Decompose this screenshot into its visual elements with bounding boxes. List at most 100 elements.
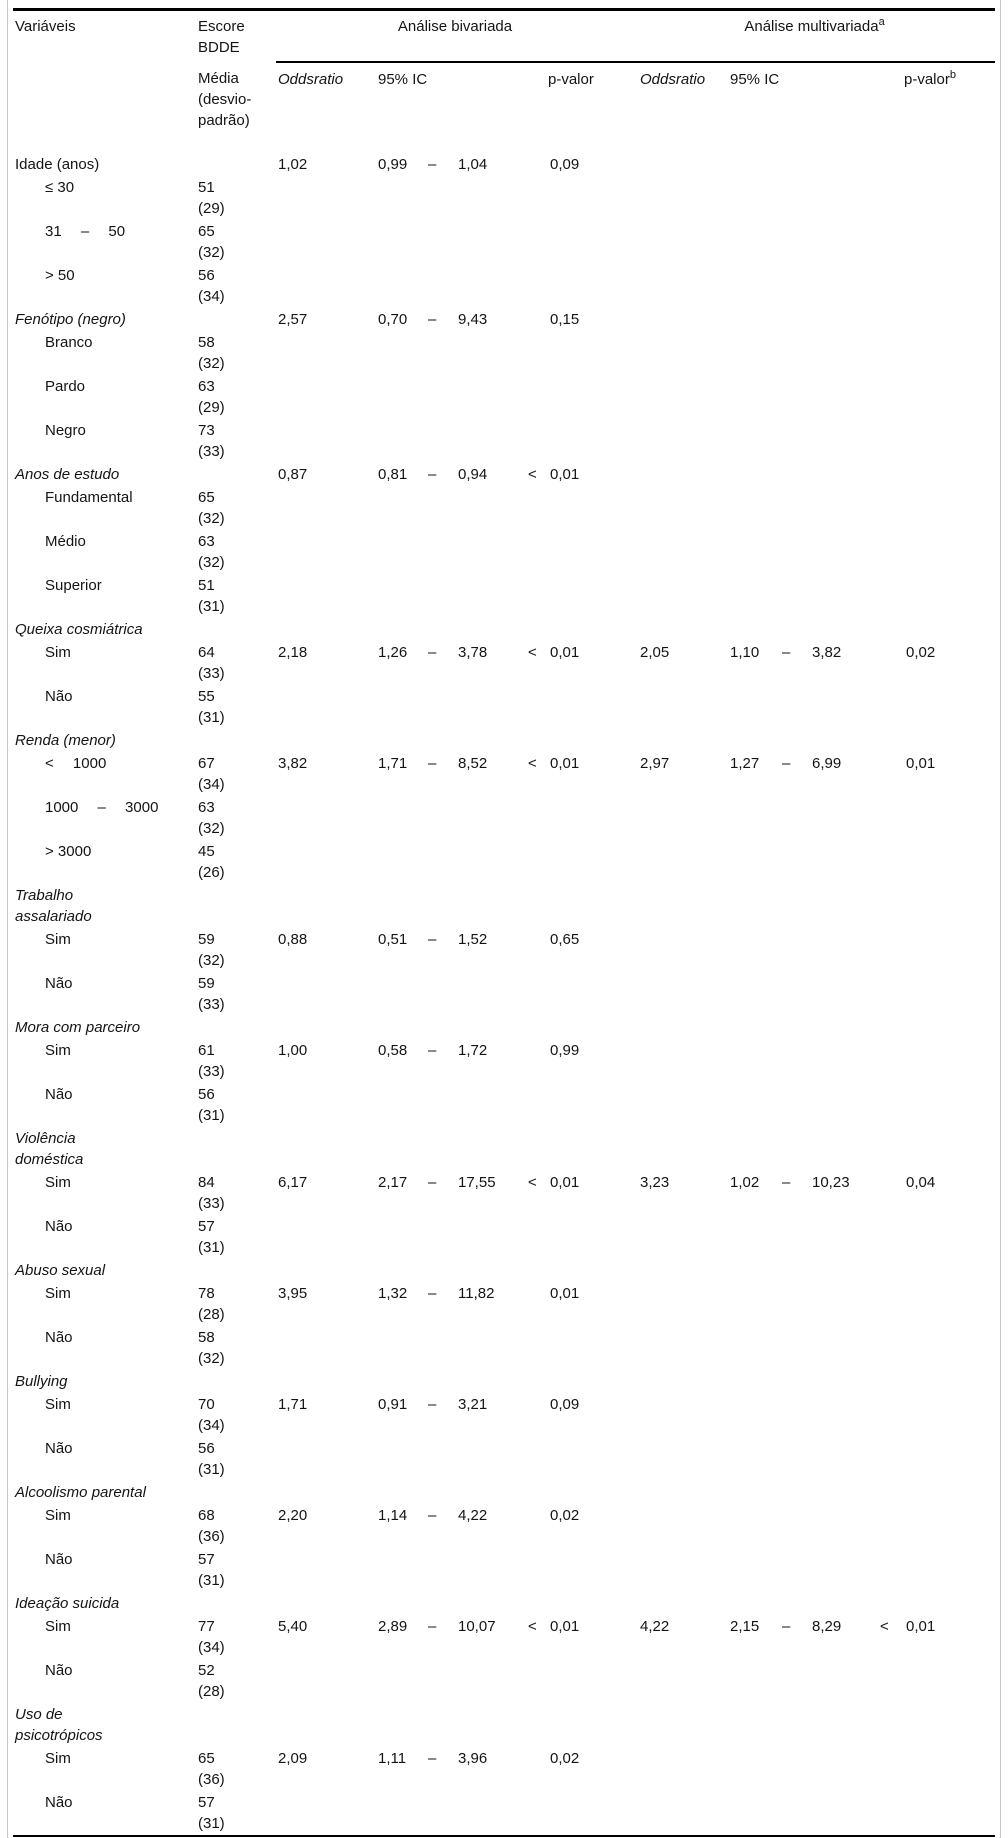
variable-label: < 1000 — [45, 755, 107, 772]
ci-upper-multivariate-cell — [810, 1215, 876, 1259]
ci-lower-multivariate-cell — [728, 530, 776, 574]
variable-label: Trabalho — [15, 887, 74, 904]
ci-dash-multivariate — [776, 1215, 810, 1259]
variable-label: Médio — [45, 533, 86, 550]
ci-lower-bivariate-cell — [376, 1215, 422, 1259]
ci-dash-bivariate: – — [428, 931, 437, 948]
ci-upper-multivariate-cell — [810, 486, 876, 530]
variable-cell: Uso de psicotrópicos — [13, 1703, 196, 1747]
ci-upper-multivariate-cell — [810, 1016, 876, 1039]
ci-lower-multivariate-cell — [728, 1282, 776, 1326]
pvalue-sign-bivariate — [518, 928, 548, 972]
mean-sd-cell: 55 (31) — [196, 685, 276, 729]
ci-lower-multivariate-cell — [728, 463, 776, 486]
ci-upper-multivariate-cell — [810, 375, 876, 419]
table-row: Sim 78 (28) 3,95 1,32 – 11,82 0,01 — [13, 1282, 995, 1326]
sd-value: (33) — [198, 996, 225, 1013]
sd-value: (32) — [198, 244, 225, 261]
mean-value: 56 — [198, 1086, 215, 1103]
ci-upper-bivariate-cell: 3,78 — [458, 644, 488, 661]
mean-sd-cell: 73 (33) — [196, 419, 276, 463]
pvalue-sign-bivariate — [518, 618, 548, 641]
variable-cell: Não — [13, 972, 196, 1016]
mean-value: 58 — [198, 334, 215, 351]
pvalue-multivariate-cell — [904, 264, 995, 308]
table-row: Alcoolismo parental — [13, 1481, 995, 1504]
pvalue-sign-bivariate: < — [528, 644, 537, 661]
oddsratio-bivariate-cell — [276, 796, 376, 840]
ci-dash-multivariate — [776, 1039, 810, 1083]
pvalue-sign-bivariate — [518, 1504, 548, 1548]
mean-sd-cell — [196, 1016, 276, 1039]
pvalue-multivariate-cell — [904, 463, 995, 486]
variable-cell: Abuso sexual — [13, 1259, 196, 1282]
sd-value: (34) — [198, 1417, 225, 1434]
ci-dash-multivariate — [776, 1370, 810, 1393]
pvalue-multivariate-cell — [904, 1326, 995, 1370]
variable-label: Violência — [15, 1130, 76, 1147]
ci-upper-multivariate-cell — [810, 618, 876, 641]
ci-dash-multivariate — [776, 419, 810, 463]
ci-dash-bivariate: – — [428, 1507, 437, 1524]
ci-lower-bivariate-cell: 0,51 — [378, 931, 408, 948]
ci-lower-bivariate-cell: 1,14 — [378, 1507, 408, 1524]
ci-dash-bivariate — [422, 796, 456, 840]
pvalue-sign-multivariate — [876, 1259, 904, 1282]
ci-upper-bivariate-cell — [456, 419, 518, 463]
ci-upper-multivariate-cell — [810, 463, 876, 486]
header-row-groups: Variáveis Escore BDDE Análise bivariada … — [13, 9, 996, 63]
column-header-oddsratio-multivariate: Oddsratio — [632, 62, 728, 153]
variable-cell: Idade (anos) — [13, 153, 196, 176]
ci-upper-multivariate-cell: 10,23 — [812, 1174, 850, 1191]
mean-sd-cell — [196, 1481, 276, 1504]
oddsratio-multivariate-cell — [632, 308, 728, 331]
oddsratio-bivariate-cell: 3,82 — [278, 755, 308, 772]
variable-label: ≤ 30 — [45, 179, 75, 196]
oddsratio-bivariate-cell — [276, 1127, 376, 1171]
ci-upper-multivariate-cell — [810, 1481, 876, 1504]
pvalue-bivariate-cell — [548, 419, 632, 463]
variable-cell: Negro — [13, 419, 196, 463]
pvalue-multivariate-cell — [904, 486, 995, 530]
ci-upper-multivariate-cell — [810, 1326, 876, 1370]
ci-dash-bivariate: – — [428, 1285, 437, 1302]
variable-cell: Pardo — [13, 375, 196, 419]
pvalue-sign-multivariate — [876, 928, 904, 972]
oddsratio-multivariate-cell — [632, 463, 728, 486]
mean-sd-cell: 65 (32) — [196, 486, 276, 530]
ci-lower-bivariate-cell — [376, 419, 422, 463]
ci-dash-multivariate — [776, 729, 810, 752]
pvalue-sign-bivariate — [518, 884, 548, 928]
ci-upper-multivariate-cell — [810, 1747, 876, 1791]
mean-sd-cell — [196, 1127, 276, 1171]
table-row: Violência doméstica — [13, 1127, 995, 1171]
variable-label: Abuso sexual — [15, 1262, 106, 1279]
ci-lower-multivariate-cell: 1,02 — [730, 1174, 760, 1191]
oddsratio-multivariate-cell: 2,97 — [640, 755, 670, 772]
ci-upper-bivariate-cell — [456, 1548, 518, 1592]
ci-upper-multivariate-cell — [810, 153, 876, 176]
ci-dash-multivariate — [776, 884, 810, 928]
pvalue-bivariate-cell — [548, 1437, 632, 1481]
oddsratio-multivariate-cell — [632, 1016, 728, 1039]
pvalue-sign-multivariate — [876, 220, 904, 264]
oddsratio-multivariate-cell — [632, 1393, 728, 1437]
ci-lower-bivariate-cell — [376, 176, 422, 220]
variable-label: Sim — [45, 1507, 71, 1524]
ci-dash-bivariate — [422, 419, 456, 463]
ci-upper-bivariate-cell: 17,55 — [458, 1174, 496, 1191]
table-row: ≤ 30 51 (29) — [13, 176, 995, 220]
variables-header-label: Variáveis — [15, 18, 76, 35]
ci-dash-bivariate — [422, 486, 456, 530]
pvalue-multivariate-cell — [904, 1039, 995, 1083]
sd-value: (34) — [198, 776, 225, 793]
pvalue-multivariate-cell — [904, 1282, 995, 1326]
table-row: Sim 61 (33) 1,00 0,58 – 1,72 0,99 — [13, 1039, 995, 1083]
ci-lower-multivariate-cell — [728, 1504, 776, 1548]
ci-upper-bivariate-cell: 1,04 — [458, 156, 488, 173]
oddsratio-bivariate-cell — [276, 685, 376, 729]
ci-lower-multivariate-cell: 1,27 — [730, 755, 760, 772]
variable-label: Sim — [45, 931, 71, 948]
ci-upper-multivariate-cell — [810, 1548, 876, 1592]
ci-dash-multivariate — [776, 153, 810, 176]
